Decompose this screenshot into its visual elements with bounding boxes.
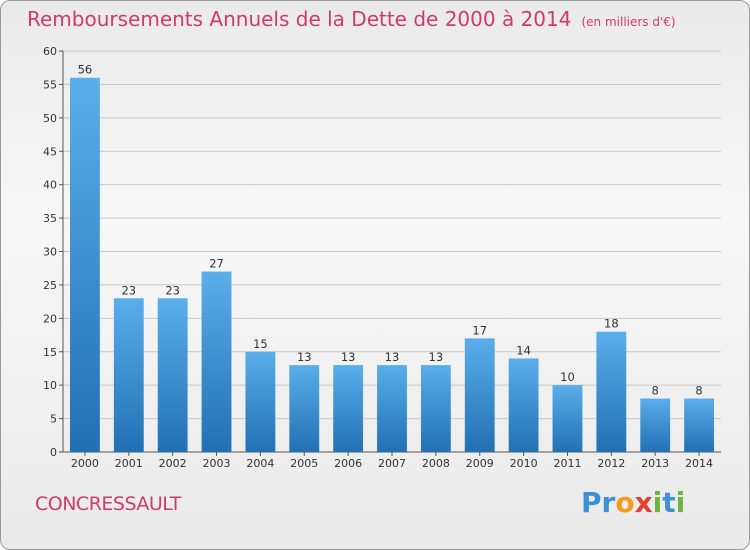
bar-2006 bbox=[333, 365, 364, 452]
bar-2013 bbox=[640, 398, 671, 452]
data-label-2014: 8 bbox=[695, 384, 702, 398]
bar-2012 bbox=[596, 331, 627, 452]
x-tick-label: 2014 bbox=[685, 457, 713, 470]
y-tick-label: 60 bbox=[43, 45, 57, 58]
x-tick-label: 2004 bbox=[246, 457, 274, 470]
x-tick-label: 2008 bbox=[422, 457, 450, 470]
x-tick-label: 2013 bbox=[641, 457, 669, 470]
x-tick-label: 2000 bbox=[71, 457, 99, 470]
chart-title: Remboursements Annuels de la Dette de 20… bbox=[27, 7, 676, 31]
y-tick-label: 45 bbox=[43, 145, 57, 158]
bar-2005 bbox=[289, 365, 320, 452]
chart-title-text: Remboursements Annuels de la Dette de 20… bbox=[27, 7, 572, 31]
data-label-2011: 10 bbox=[560, 370, 575, 384]
bar-2009 bbox=[464, 338, 495, 452]
y-tick-label: 40 bbox=[43, 179, 57, 192]
bar-2001 bbox=[113, 298, 144, 452]
y-tick-label: 20 bbox=[43, 312, 57, 325]
x-tick-label: 2011 bbox=[553, 457, 581, 470]
data-label-2000: 56 bbox=[78, 63, 93, 77]
y-tick-label: 55 bbox=[43, 78, 57, 91]
x-tick-label: 2001 bbox=[115, 457, 143, 470]
data-label-2012: 18 bbox=[604, 317, 619, 331]
x-tick-label: 2003 bbox=[203, 457, 231, 470]
data-label-2008: 13 bbox=[429, 350, 444, 364]
y-tick-label: 5 bbox=[50, 413, 57, 426]
bar-2011 bbox=[552, 385, 583, 452]
y-tick-label: 10 bbox=[43, 379, 57, 392]
y-tick-label: 0 bbox=[50, 446, 57, 459]
bar-2014 bbox=[684, 398, 714, 452]
y-tick-label: 30 bbox=[43, 246, 57, 259]
data-label-2003: 27 bbox=[209, 257, 224, 271]
data-label-2005: 13 bbox=[297, 350, 312, 364]
data-label-2013: 8 bbox=[652, 384, 659, 398]
data-label-2010: 14 bbox=[516, 343, 531, 357]
data-label-2007: 13 bbox=[385, 350, 400, 364]
bar-2010 bbox=[508, 358, 539, 452]
data-label-2004: 15 bbox=[253, 337, 268, 351]
x-tick-label: 2010 bbox=[510, 457, 538, 470]
x-tick-label: 2006 bbox=[334, 457, 362, 470]
y-tick-label: 25 bbox=[43, 279, 57, 292]
data-label-2009: 17 bbox=[472, 323, 487, 337]
bar-2000 bbox=[70, 77, 100, 452]
bar-2004 bbox=[245, 351, 276, 452]
bars bbox=[70, 77, 714, 452]
chart-unit: (en milliers d'€) bbox=[581, 15, 676, 29]
y-tick-label: 15 bbox=[43, 346, 57, 359]
data-label-2006: 13 bbox=[341, 350, 356, 364]
bar-2003 bbox=[201, 271, 232, 452]
data-labels: 56 23 23 27 15 13 13 13 13 17 14 10 18 8 8 bbox=[78, 63, 703, 398]
proxiti-logo: Proxiti bbox=[581, 486, 686, 519]
bar-2002 bbox=[157, 298, 188, 452]
y-tick-label: 50 bbox=[43, 112, 57, 125]
x-tick-label: 2005 bbox=[290, 457, 318, 470]
bar-2008 bbox=[420, 365, 451, 452]
x-tick-label: 2012 bbox=[597, 457, 625, 470]
data-label-2002: 23 bbox=[165, 283, 180, 297]
x-tick-label: 2007 bbox=[378, 457, 406, 470]
y-tick-label: 35 bbox=[43, 212, 57, 225]
bar-2007 bbox=[377, 365, 407, 452]
x-tick-label: 2002 bbox=[159, 457, 187, 470]
commune-name: CONCRESSAULT bbox=[35, 493, 181, 515]
data-label-2001: 23 bbox=[121, 283, 136, 297]
x-tick-label: 2009 bbox=[466, 457, 494, 470]
